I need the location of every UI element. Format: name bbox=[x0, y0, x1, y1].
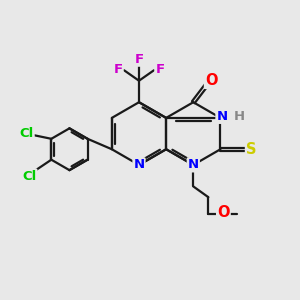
Text: F: F bbox=[155, 63, 164, 76]
Text: Cl: Cl bbox=[22, 169, 36, 183]
Text: H: H bbox=[234, 110, 245, 123]
Text: O: O bbox=[205, 73, 217, 88]
Text: N: N bbox=[216, 110, 227, 123]
Text: F: F bbox=[113, 63, 123, 76]
Text: S: S bbox=[246, 142, 256, 157]
Text: O: O bbox=[217, 206, 230, 220]
Text: Cl: Cl bbox=[20, 127, 34, 140]
Text: N: N bbox=[134, 158, 145, 171]
Text: F: F bbox=[135, 53, 144, 66]
Text: N: N bbox=[188, 158, 199, 171]
